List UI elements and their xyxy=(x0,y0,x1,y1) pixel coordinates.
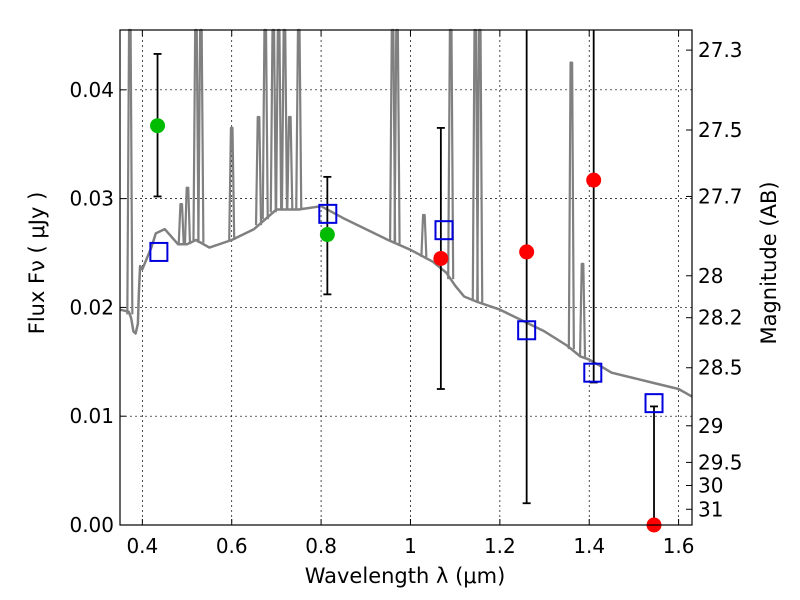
emission-line xyxy=(254,115,263,226)
y-tick-label: 0.01 xyxy=(69,404,114,428)
mag-tick-label: 29 xyxy=(698,414,723,438)
mag-tick-label: 28.2 xyxy=(698,306,743,330)
model-photometry-square xyxy=(318,203,338,224)
emission-line xyxy=(183,186,192,245)
x-tick-label: 0.6 xyxy=(216,534,248,558)
mag-tick-label: 27.7 xyxy=(698,184,743,208)
mag-tick-label: 29.5 xyxy=(698,450,743,474)
data-point-circle xyxy=(519,244,535,260)
y-axis-label-right: Magnitude (AB) xyxy=(757,181,781,344)
x-tick-label: 1 xyxy=(404,534,417,558)
x-tick-label: 0.8 xyxy=(305,534,337,558)
mag-tick-label: 28.5 xyxy=(698,356,743,380)
markers xyxy=(149,118,664,533)
data-point-circle xyxy=(319,227,335,243)
ticks: 0.4 0.6 0.8 1 1.2 1.4 1.6 0.00 0.01 0.02 0.03 0.04 2… xyxy=(69,30,743,558)
y-axis-label-left: Flux Fν ( μJy ) xyxy=(25,192,49,335)
mag-tick-label: 31 xyxy=(698,497,723,521)
data-point-circle xyxy=(150,118,166,134)
x-tick-label: 0.4 xyxy=(126,534,158,558)
model-photometry-square xyxy=(583,362,603,383)
mag-tick-label: 28 xyxy=(698,264,723,288)
y-tick-label: 0.04 xyxy=(69,78,114,102)
model-photometry-square xyxy=(644,393,664,414)
emission-line xyxy=(420,213,428,257)
plot-frame xyxy=(119,29,693,526)
model-photometry-square xyxy=(517,320,537,341)
mag-tick-label: 30 xyxy=(698,474,723,498)
emission-line xyxy=(567,61,575,350)
data-point-circle xyxy=(433,250,449,266)
emission-line xyxy=(177,202,185,245)
x-tick-label: 1.2 xyxy=(484,534,516,558)
model-continuum xyxy=(119,204,693,398)
model-photometry-square xyxy=(434,220,454,241)
y-tick-label: 0.00 xyxy=(69,513,114,537)
x-tick-label: 1.4 xyxy=(573,534,605,558)
model-photometry-square xyxy=(149,241,169,262)
y-tick-label: 0.02 xyxy=(69,295,114,319)
emission-line xyxy=(286,115,294,210)
y-tick-label: 0.03 xyxy=(69,187,114,211)
data-point-circle xyxy=(586,172,602,188)
mag-tick-label: 27.3 xyxy=(698,38,743,62)
mag-tick-label: 27.5 xyxy=(698,118,743,142)
x-tick-label: 1.6 xyxy=(663,534,695,558)
x-axis-label: Wavelength λ (μm) xyxy=(305,564,506,588)
emission-line xyxy=(228,126,236,240)
emission-line xyxy=(578,262,587,358)
